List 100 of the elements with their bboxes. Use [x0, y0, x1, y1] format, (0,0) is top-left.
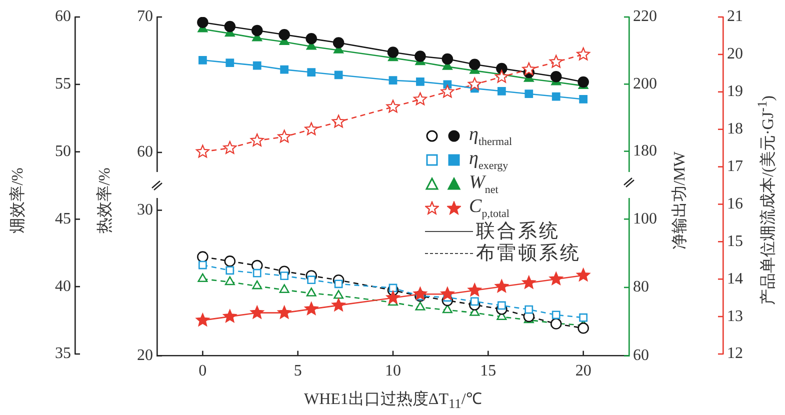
point: [494, 280, 508, 292]
y-axis-title: 热效率/%: [95, 167, 114, 233]
point: [416, 78, 424, 86]
y-tick-label: 60: [137, 144, 153, 161]
point: [387, 46, 399, 58]
point: [304, 302, 318, 315]
y-tick-label: 40: [55, 278, 71, 295]
point: [440, 84, 454, 98]
point: [524, 90, 534, 98]
point: [578, 322, 589, 334]
point: [550, 70, 562, 82]
point: [304, 122, 318, 136]
point: [224, 276, 235, 286]
y2-tick-label: 13: [727, 308, 743, 325]
annotation: 联合系统: [476, 220, 560, 243]
point: [307, 68, 316, 76]
point: [415, 302, 426, 310]
point: [197, 251, 208, 262]
point: [332, 114, 346, 128]
annotation: 布雷顿系统: [476, 243, 581, 264]
point: [223, 141, 237, 154]
point: [468, 283, 482, 296]
point: [196, 144, 210, 158]
point: [388, 76, 398, 85]
point: [252, 61, 262, 70]
y2-tick-label: 17: [727, 158, 743, 175]
legend-label: η$_{exergy}$: [469, 148, 508, 172]
y2-tick-label: 220: [633, 8, 657, 26]
y-tick-label: 50: [55, 143, 71, 160]
y-tick-label: 35: [55, 345, 71, 362]
point: [280, 272, 289, 280]
y2-tick-label: 16: [727, 195, 743, 212]
point: [413, 287, 427, 300]
point: [334, 280, 343, 288]
x-axis-title: WHE1出口过热度ΔT$_{11}$/℃: [304, 390, 482, 412]
point: [494, 70, 508, 83]
point: [579, 313, 588, 322]
point: [250, 306, 264, 319]
point: [252, 280, 262, 290]
point: [576, 268, 590, 282]
point: [522, 62, 536, 76]
point: [306, 288, 316, 296]
point: [497, 301, 506, 310]
point: [332, 37, 344, 48]
y2-tick-label: 100: [633, 210, 657, 228]
y2-tick-label: 60: [633, 347, 649, 364]
point: [251, 24, 263, 36]
point: [306, 33, 317, 44]
point: [280, 65, 289, 74]
y2-tick-label: 14: [727, 270, 743, 288]
point: [442, 53, 454, 65]
point: [413, 92, 427, 106]
y2-tick-label: 12: [727, 345, 743, 362]
y2-tick-label: 21: [727, 8, 743, 26]
point: [469, 58, 480, 70]
x-tick-label: 10: [385, 362, 401, 380]
y2-tick-label: 20: [727, 46, 743, 63]
text: W$_{net}$: [469, 172, 498, 196]
y2-tick-label: 18: [727, 120, 743, 138]
point: [524, 305, 534, 314]
x-tick-label: 0: [198, 362, 207, 380]
y2-tick-label: 180: [633, 142, 657, 160]
point: [334, 290, 344, 299]
point: [576, 47, 590, 60]
point: [579, 95, 588, 104]
point: [307, 276, 316, 284]
point: [470, 297, 479, 306]
point: [552, 310, 560, 320]
point: [468, 77, 482, 90]
y-tick-label: 55: [55, 76, 71, 93]
point: [224, 20, 236, 32]
point: [196, 313, 210, 326]
y-axis-title: 㶲效率/%: [8, 167, 28, 233]
point: [549, 272, 563, 285]
point: [440, 287, 454, 300]
y2-tick-label: 80: [633, 278, 649, 296]
point: [497, 86, 506, 96]
point: [522, 276, 536, 289]
point: [278, 28, 290, 40]
y2-tick-label: 200: [633, 75, 657, 92]
point: [198, 56, 207, 64]
point: [198, 260, 207, 270]
point: [552, 92, 560, 101]
point: [334, 70, 343, 80]
y-tick-label: 70: [137, 8, 153, 26]
y-tick-label: 45: [55, 210, 71, 228]
x-tick-label: 15: [480, 362, 496, 380]
point: [224, 256, 236, 267]
point: [578, 76, 589, 88]
point: [279, 284, 290, 293]
y-tick-label: 20: [137, 347, 153, 364]
y-tick-label: 30: [137, 201, 153, 218]
point: [549, 54, 563, 68]
point: [332, 298, 346, 312]
y2-tick-label: 19: [727, 83, 743, 100]
point: [550, 318, 562, 330]
point: [223, 310, 237, 322]
y2-tick-label: 15: [727, 232, 743, 250]
point: [197, 17, 208, 28]
point: [414, 50, 426, 62]
